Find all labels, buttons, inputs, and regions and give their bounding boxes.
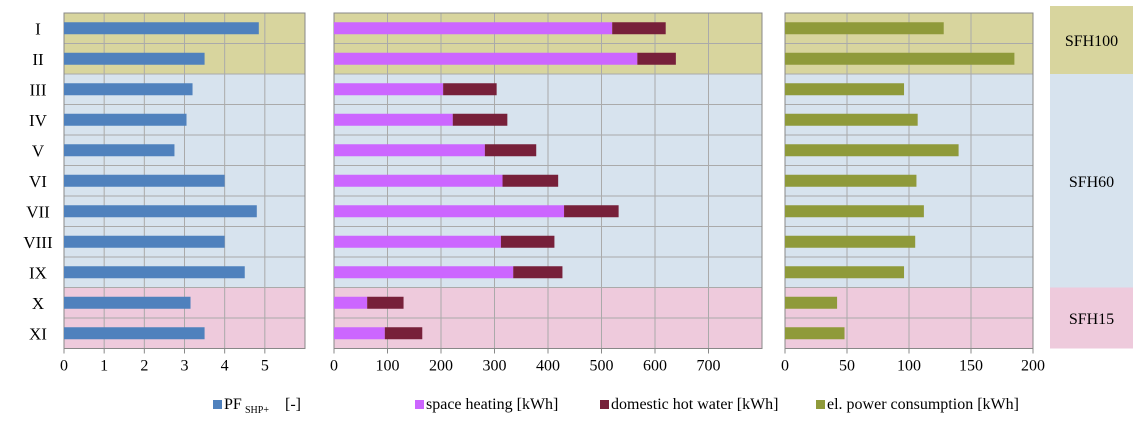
legend-swatch-domestic-hot-water <box>600 399 609 409</box>
panel1-x-tick-label: 2 <box>140 358 148 375</box>
panel3-bar-i <box>785 22 944 35</box>
panel2-x-tick-label: 700 <box>697 358 721 375</box>
legend-el-power-label: el. power consumption [kWh] <box>827 396 1019 413</box>
category-label-vii: VII <box>26 202 50 221</box>
legend-domestic-hot-water-label: domestic hot water [kWh] <box>611 396 779 413</box>
category-label-xi: XI <box>29 324 47 343</box>
panel3-bar-v <box>785 144 959 157</box>
panel2-bar-v-s1 <box>334 144 485 157</box>
legend-item-domestic-hot-water: domestic hot water [kWh] <box>600 393 779 417</box>
panel3-x-tick-label: 0 <box>781 358 789 375</box>
group-box-sfh15 <box>1050 287 1133 349</box>
legend-item-el-power: el. power consumption [kWh] <box>816 393 1019 417</box>
panel3-x-tick-label: 200 <box>1021 358 1045 375</box>
category-label-vi: VI <box>29 172 47 191</box>
panel1-x-tick-label: 5 <box>261 358 269 375</box>
legend-swatch-space-heating <box>415 399 424 409</box>
panel2-bar-iv-s2 <box>452 113 508 126</box>
category-label-ix: IX <box>29 263 47 282</box>
group-box-sfh60 <box>1050 74 1133 288</box>
panel1-bar-viii <box>64 235 225 248</box>
panel2-bar-ix-s1 <box>334 266 514 279</box>
panel1-x-tick-label: 1 <box>100 358 108 375</box>
group-label-sfh60: SFH60 <box>1069 174 1114 191</box>
panel2-bar-iii-s1 <box>334 83 444 96</box>
panel2-bar-ii-s2 <box>637 52 676 65</box>
panel2-bar-v-s2 <box>484 144 537 157</box>
panel3-bar-vi <box>785 174 917 187</box>
panel1-bar-xi <box>64 327 205 340</box>
legend-item-space-heating: space heating [kWh] <box>415 393 558 417</box>
panel2-x-tick-label: 400 <box>536 358 560 375</box>
panel2-bar-i-s1 <box>334 22 613 35</box>
panel3-bar-ix <box>785 266 905 279</box>
panel2-bar-vi-s1 <box>334 174 503 187</box>
legend-swatch-pf <box>213 399 222 409</box>
panel2-bar-vi-s2 <box>502 174 559 187</box>
category-label-v: V <box>32 141 45 160</box>
panel1-x-tick-label: 3 <box>181 358 189 375</box>
panel1-bar-vii <box>64 205 257 218</box>
legend-pf-subscript: SHP+ <box>245 405 269 417</box>
panel2-bar-iii-s2 <box>443 83 497 96</box>
legend-space-heating-label: space heating [kWh] <box>426 396 559 413</box>
panel2-bar-xi-s1 <box>334 327 385 340</box>
panel1-bar-i <box>64 22 259 35</box>
panel1-x-tick-label: 0 <box>60 358 68 375</box>
panel2-bar-ix-s2 <box>513 266 563 279</box>
panel1-bar-ii <box>64 52 205 65</box>
panel3-bar-x <box>785 296 838 309</box>
panel1-bar-iv <box>64 113 187 126</box>
panel1-x-tick-label: 4 <box>221 358 229 375</box>
group-box-sfh100 <box>1050 6 1133 74</box>
panel3-bar-xi <box>785 327 845 340</box>
category-label-iii: III <box>30 80 47 99</box>
panel3-x-tick-label: 50 <box>839 358 855 375</box>
group-label-sfh100: SFH100 <box>1065 33 1118 50</box>
panel3-bar-ii <box>785 52 1015 65</box>
panel1-bar-ix <box>64 266 245 279</box>
panel3-x-tick-label: 100 <box>897 358 921 375</box>
panel2-x-tick-label: 0 <box>330 358 338 375</box>
panel3-bar-vii <box>785 205 924 218</box>
panel1-bar-vi <box>64 174 225 187</box>
panel2-bar-vii-s1 <box>334 205 565 218</box>
panel3-x-tick-label: 150 <box>959 358 983 375</box>
group-label-sfh15: SFH15 <box>1069 311 1114 328</box>
panel3-bar-iii <box>785 83 905 96</box>
panel1-bar-x <box>64 296 191 309</box>
panel2-x-tick-label: 300 <box>483 358 507 375</box>
category-label-ii: II <box>32 50 44 69</box>
legend-swatch-el-power <box>816 399 825 409</box>
panel1-bar-v <box>64 144 175 157</box>
panel2-bar-i-s2 <box>612 22 666 35</box>
panel2-x-tick-label: 600 <box>643 358 667 375</box>
legend: PF SHP+ [-] space heating [kWh] domestic… <box>0 393 1136 417</box>
panel3-bar-iv <box>785 113 918 126</box>
panel2-x-tick-label: 200 <box>429 358 453 375</box>
panel2-bar-xi-s2 <box>384 327 423 340</box>
panel2-bar-ii-s1 <box>334 52 638 65</box>
panel2-bar-x-s1 <box>334 296 368 309</box>
category-label-x: X <box>32 294 44 313</box>
panel2-bar-vii-s2 <box>564 205 619 218</box>
category-label-iv: IV <box>29 111 48 130</box>
category-label-i: I <box>35 19 41 38</box>
legend-item-pf: PF SHP+ [-] <box>213 393 301 417</box>
category-label-viii: VIII <box>23 233 53 252</box>
panel2-bar-viii-s2 <box>500 235 555 248</box>
legend-pf-unit: [-] <box>284 396 301 413</box>
panel3-bar-viii <box>785 235 916 248</box>
panel2-bar-iv-s1 <box>334 113 453 126</box>
panel1-bar-iii <box>64 83 193 96</box>
panel2-bar-viii-s1 <box>334 235 501 248</box>
panel2-bar-x-s2 <box>367 296 404 309</box>
panel2-x-tick-label: 500 <box>590 358 614 375</box>
panel2-x-tick-label: 100 <box>376 358 400 375</box>
legend-pf-label: PF <box>224 396 242 413</box>
